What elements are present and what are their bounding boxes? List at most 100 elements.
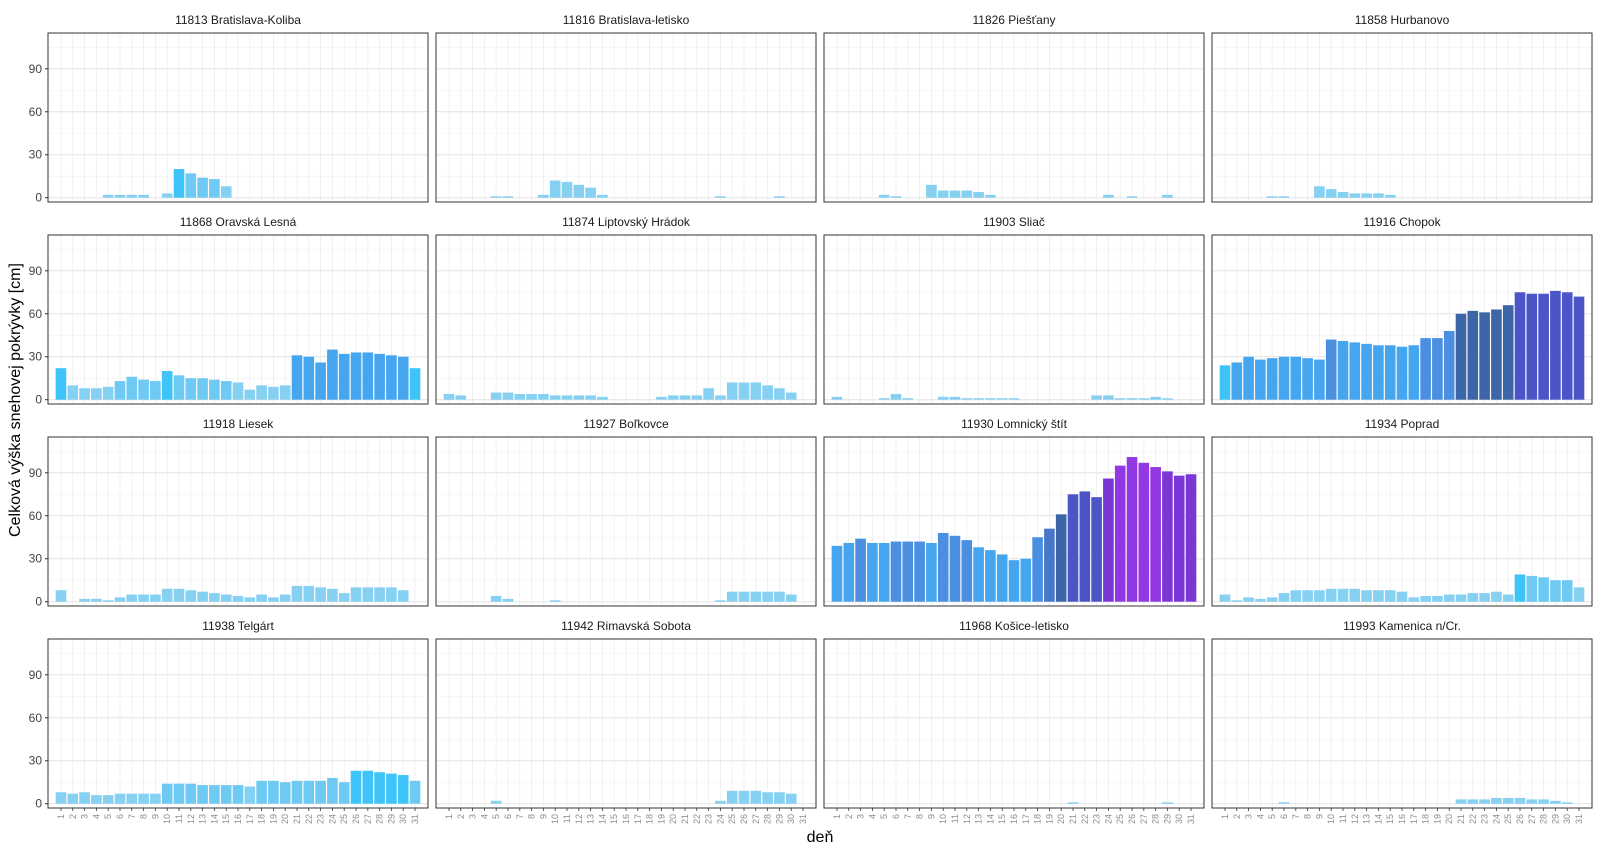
x-tick-label: 21: [680, 814, 690, 824]
bar: [1373, 193, 1384, 198]
x-tick-label: 28: [763, 814, 773, 824]
bar: [150, 793, 161, 804]
bar: [774, 196, 785, 198]
x-tick-label: 9: [538, 814, 548, 819]
bar: [1091, 497, 1102, 602]
bar: [996, 398, 1008, 400]
bar: [1420, 338, 1431, 400]
bar: [67, 793, 79, 804]
bar: [220, 186, 232, 198]
x-tick-label: 4: [1255, 814, 1265, 819]
bar: [268, 386, 279, 400]
bar: [138, 594, 149, 602]
bar: [1162, 194, 1173, 198]
bar: [715, 395, 726, 400]
bar: [161, 588, 173, 602]
bar: [1150, 396, 1161, 400]
bar: [1491, 797, 1502, 804]
x-tick-label: 29: [774, 814, 784, 824]
x-tick-label: 28: [1151, 814, 1161, 824]
panel: 11813 Bratislava-Koliba 0 30 60 90: [29, 13, 429, 205]
bar: [1103, 194, 1114, 198]
x-tick-label: 25: [1503, 814, 1513, 824]
bar: [750, 382, 762, 400]
bar: [220, 381, 232, 400]
bar: [514, 393, 526, 400]
bar: [350, 770, 362, 804]
bar: [102, 194, 114, 198]
bar: [102, 386, 114, 400]
bar: [1479, 799, 1490, 804]
x-tick-label: 14: [597, 814, 607, 824]
x-tick-label: 8: [915, 814, 925, 819]
x-axis-label: deň: [807, 829, 834, 846]
x-tick-label: 30: [1174, 814, 1184, 824]
bar: [126, 376, 138, 400]
panel-border: [435, 234, 817, 405]
bar: [985, 398, 996, 400]
bar: [538, 194, 549, 198]
bar: [785, 594, 797, 602]
panel-title: 11868 Oravská Lesná: [180, 215, 297, 229]
x-tick-label: 11: [174, 814, 184, 823]
bar: [244, 389, 256, 400]
bar: [197, 785, 208, 804]
bar: [55, 590, 67, 602]
bar: [985, 194, 996, 198]
x-tick-label: 5: [103, 814, 113, 819]
bar: [1162, 802, 1173, 804]
x-tick-label: 10: [938, 814, 948, 824]
bar: [1514, 292, 1526, 400]
bar: [985, 550, 996, 602]
bar: [878, 194, 890, 198]
bar: [1479, 312, 1490, 400]
bar: [679, 395, 691, 400]
bar: [138, 194, 149, 198]
x-tick-label: 10: [1326, 814, 1336, 824]
bar: [762, 792, 773, 804]
bar: [303, 780, 315, 804]
bar: [1162, 471, 1173, 602]
bar: [949, 190, 961, 198]
panel-border: [435, 32, 817, 203]
x-tick-label: 6: [1279, 814, 1289, 819]
panel-border: [823, 32, 1205, 203]
bar: [55, 792, 67, 804]
x-tick-label: 10: [550, 814, 560, 824]
x-tick-label: 19: [656, 814, 666, 824]
bar: [937, 396, 949, 400]
x-tick-label: 23: [704, 814, 714, 824]
x-tick-label: 7: [903, 814, 913, 819]
bar: [220, 785, 232, 804]
x-tick-label: 25: [727, 814, 737, 824]
x-tick-label: 19: [1432, 814, 1442, 824]
bar: [173, 169, 185, 198]
x-tick-label: 8: [139, 814, 149, 819]
panel-title: 11816 Bratislava-letisko: [563, 13, 690, 27]
x-tick-label: 26: [739, 814, 749, 824]
bar: [279, 385, 291, 400]
bar: [738, 382, 750, 400]
panel: 11916 Chopok: [1211, 215, 1593, 405]
bar: [185, 378, 197, 400]
bar: [79, 388, 90, 400]
bar: [1266, 196, 1278, 198]
bar: [1337, 588, 1349, 602]
bar: [1173, 475, 1185, 602]
bar: [1126, 398, 1138, 400]
bar: [597, 194, 608, 198]
bar: [126, 594, 138, 602]
bar: [1384, 194, 1396, 198]
bar: [1455, 799, 1467, 804]
bar: [1255, 359, 1266, 400]
bar: [996, 554, 1008, 602]
x-tick-label: 9: [1314, 814, 1324, 819]
x-tick-label: 20: [1056, 814, 1066, 824]
x-tick-label: 13: [198, 814, 208, 824]
panel-border: [435, 436, 817, 607]
bar: [774, 591, 785, 602]
bar: [831, 545, 843, 602]
